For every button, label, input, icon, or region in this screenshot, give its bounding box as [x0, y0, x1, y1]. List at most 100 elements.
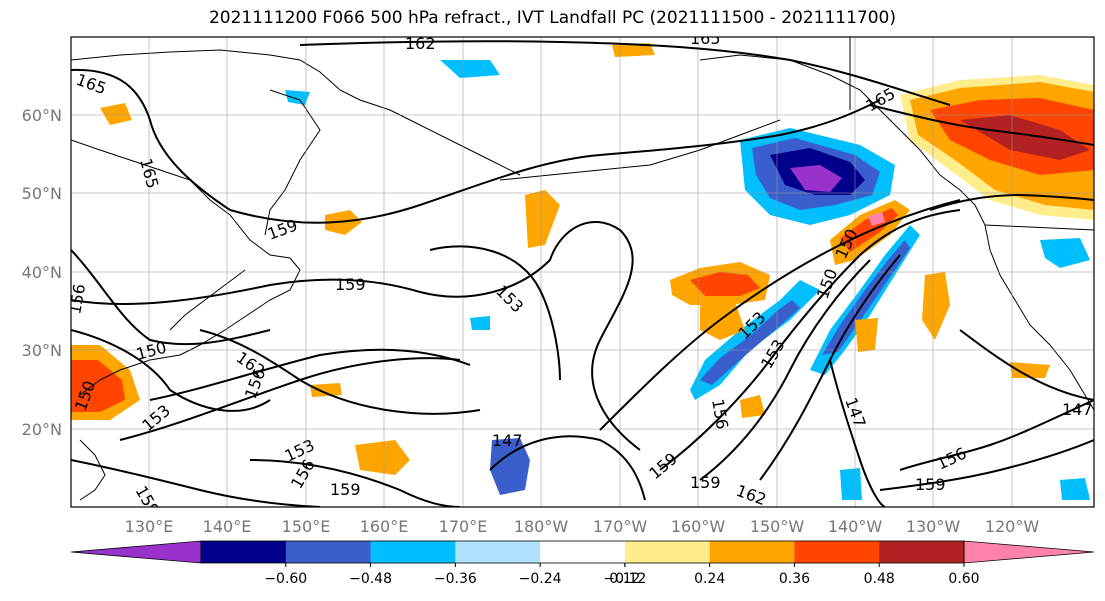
contour-label: 159 [335, 275, 366, 294]
shade-negative-patch-4 [440, 60, 500, 78]
lon-tick-label: 150°E [282, 517, 331, 536]
shade-negative-patch-3 [470, 316, 490, 330]
shade-positive-patch-11 [855, 318, 878, 352]
lon-tick-label: 180°W [514, 517, 569, 536]
lon-tick-label: 170°W [593, 517, 648, 536]
border-canada-us [984, 224, 1094, 231]
lon-tick-label: 130°E [125, 517, 174, 536]
contour-label: 162 [405, 34, 436, 53]
graticule [71, 37, 1094, 507]
colorbar-bin [285, 541, 372, 563]
coast-north-america [939, 174, 1094, 411]
lat-tick-label: 40°N [22, 263, 62, 282]
contour-159-nw [229, 99, 881, 224]
lat-tick-label: 60°N [22, 106, 62, 125]
coast-aleutians [499, 119, 781, 181]
colorbar-bin [455, 541, 541, 563]
contour-162-sw [199, 329, 481, 415]
colorbar-tick-label: −0.36 [434, 571, 477, 587]
colorbar-bin [540, 541, 626, 563]
contour-label: 156 [65, 282, 89, 315]
contour-165-north [71, 68, 231, 211]
map-title: 2021111200 F066 500 hPa refract., IVT La… [208, 8, 896, 28]
coast-siberia [71, 49, 521, 176]
lon-tick-label: 150°W [750, 517, 805, 536]
contour-153 [429, 245, 561, 381]
lon-axis: 130°E 140°E 150°E 160°E 170°E 180°W 170°… [125, 517, 1040, 536]
shade-negative-patch-6 [840, 468, 862, 500]
shade-positive-patch-4 [700, 302, 745, 340]
lon-tick-label: 170°E [439, 517, 488, 536]
contour-label: 159 [915, 475, 946, 494]
map-border [70, 36, 1095, 508]
colorbar-tick-label: −0.12 [603, 571, 646, 587]
contour-153-pac [699, 259, 871, 481]
contour-156-e [899, 399, 1094, 471]
shade-positive-patch-6 [100, 103, 132, 125]
coastlines [71, 37, 1094, 501]
colorbar-tick-label: 0.36 [779, 571, 810, 587]
lon-tick-label: 130°W [906, 517, 961, 536]
shade-positive-patch-3 [355, 440, 410, 475]
shade-positive-patch-8 [310, 383, 342, 397]
contour-156-pac [659, 209, 961, 471]
lat-tick-label: 50°N [22, 184, 62, 203]
lon-tick-label: 160°W [671, 517, 726, 536]
contour-165-ne [869, 104, 1094, 146]
contour-156-sw [71, 249, 271, 346]
coast-kamchatka [264, 89, 321, 236]
colorbar-bin [794, 541, 880, 563]
contour-label: 147 [492, 431, 523, 450]
contour-147 [489, 435, 646, 501]
colorbar-border [200, 540, 965, 564]
lat-axis: 60°N 50°N 40°N 30°N 20°N [22, 106, 62, 439]
contour-labels: 162 165 165 165 165 159 159 153 156 150 … [65, 29, 1093, 507]
colorbar-bin [201, 541, 287, 563]
colorbar-tick-label: −0.24 [519, 571, 562, 587]
coast-asia [71, 139, 301, 396]
colorbar: −0.60 −0.48 −0.36 −0.24 −0.120.12 0.24 0.36 0.4… [70, 540, 1095, 587]
shade-negative-patch-1 [490, 438, 530, 495]
colorbar-tick-label: 0.48 [864, 571, 895, 587]
colorbar-tick-label: 0.60 [948, 571, 979, 587]
shade-positive-pink-pnw [868, 212, 885, 226]
shade-positive-patch-9 [1010, 362, 1050, 378]
lon-tick-label: 120°W [985, 517, 1040, 536]
lon-tick-label: 160°E [360, 517, 409, 536]
contour-156-w [149, 348, 471, 401]
shade-positive-patch-7 [612, 43, 655, 57]
shade-positive-red-mid [690, 272, 760, 296]
shade-positive-dkred-nw [960, 115, 1090, 160]
shade-negative-patch-2 [1040, 238, 1090, 268]
colorbar-extend-low [70, 540, 202, 564]
lon-tick-label: 140°E [203, 517, 252, 536]
shade-negative-patch-5 [285, 90, 310, 105]
coast-japan [169, 269, 246, 331]
contour-label: 165 [690, 29, 721, 48]
lat-tick-label: 20°N [22, 420, 62, 439]
contour-label: 159 [690, 473, 721, 492]
coast-philippines [79, 439, 106, 501]
lon-tick-label: 140°W [828, 517, 883, 536]
contour-150 [71, 329, 271, 412]
contour-159-mid [71, 220, 641, 451]
contour-162-north [299, 40, 951, 106]
coast-alaska [699, 54, 941, 176]
shade-negative-purple [790, 165, 842, 192]
shade-positive-patch-10 [740, 395, 765, 418]
shade-negative-patch-7 [1060, 478, 1090, 500]
colorbar-bin [709, 541, 795, 563]
shade-positive-patch-1 [525, 190, 560, 248]
contour-156-ne [929, 193, 1094, 211]
contour-159-e [879, 439, 1094, 491]
colorbar-bin [370, 541, 456, 563]
colorbar-extend-high [963, 540, 1095, 564]
contour-label: 159 [330, 480, 361, 499]
colorbar-tick-label: −0.48 [349, 571, 392, 587]
contour-153-sw [119, 357, 461, 441]
contour-159-s [249, 459, 461, 507]
contour-147-e [829, 359, 886, 507]
colorbar-tick-label: 0.12 [609, 571, 640, 587]
colorbar-bin [879, 541, 965, 563]
